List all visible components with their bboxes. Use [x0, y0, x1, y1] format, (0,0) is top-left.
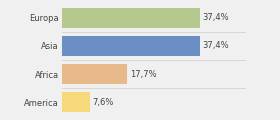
- Text: 17,7%: 17,7%: [130, 70, 157, 79]
- Bar: [62, 8, 200, 28]
- Bar: [62, 92, 90, 112]
- Bar: [62, 36, 200, 56]
- Text: 7,6%: 7,6%: [93, 98, 114, 107]
- Bar: [62, 64, 127, 84]
- Text: 37,4%: 37,4%: [203, 13, 229, 22]
- Text: 37,4%: 37,4%: [203, 41, 229, 50]
